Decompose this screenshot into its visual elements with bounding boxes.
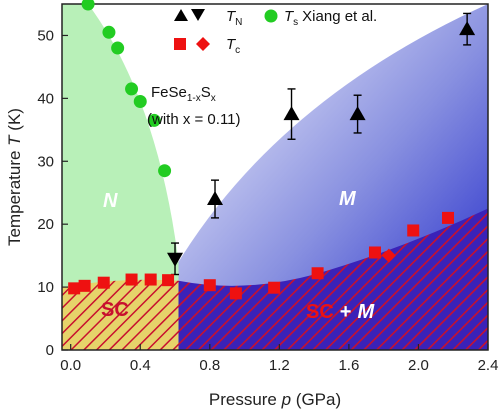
point-t-c-square xyxy=(144,273,157,286)
point-t-c-square xyxy=(229,287,242,300)
legend-tc-diamond-marker xyxy=(196,37,210,51)
point-t-s-xiang-et-al--circle xyxy=(111,41,125,55)
point-t-c-square xyxy=(203,279,216,292)
point-t-c-square xyxy=(268,281,281,294)
y-axis-title: Temperature T (K) xyxy=(5,108,24,246)
point-t-c-square xyxy=(311,267,324,280)
point-t-c-square xyxy=(125,273,138,286)
point-t-n-triangle-up xyxy=(207,191,224,206)
point-t-n-triangle-up xyxy=(283,106,300,121)
point-t-s-xiang-et-al--circle xyxy=(147,113,161,127)
x-tick-label: 1.6 xyxy=(338,357,359,374)
region-sc-m-label: SC + M xyxy=(306,301,375,323)
n-phase-region xyxy=(62,4,179,350)
point-t-c-square xyxy=(407,224,420,237)
point-t-s-xiang-et-al--circle xyxy=(81,0,95,11)
point-t-c-square xyxy=(162,274,175,287)
y-tick-label: 40 xyxy=(37,90,54,107)
compound-formula: FeSe1-xSx xyxy=(151,84,216,104)
y-tick-label: 30 xyxy=(37,153,54,170)
legend-ts-marker xyxy=(264,9,278,23)
y-tick-label: 10 xyxy=(37,279,54,296)
region-sc-label: SC xyxy=(101,299,129,321)
x-tick-label: 0.0 xyxy=(60,357,81,374)
y-tick-label: 0 xyxy=(46,342,54,359)
x-tick-label: 2.0 xyxy=(408,357,429,374)
point-t-c-square xyxy=(97,276,110,289)
composition-note: (with x = 0.11) xyxy=(147,111,241,128)
point-t-c-square xyxy=(442,211,455,224)
legend-tn-down-marker xyxy=(191,9,205,21)
point-t-c-square xyxy=(78,279,91,292)
point-t-s-xiang-et-al--circle xyxy=(133,95,147,109)
point-t-s-xiang-et-al--circle xyxy=(102,25,116,39)
point-t-c-square xyxy=(68,282,81,295)
legend-ts-label: Ts Xiang et al. xyxy=(284,8,377,28)
plot-frame xyxy=(61,3,489,351)
legend-tn-label: TN xyxy=(226,8,242,28)
region-m-label: M xyxy=(339,188,357,210)
sc-m-phase-region xyxy=(178,208,488,350)
point-t-s-xiang-et-al--circle xyxy=(125,82,139,96)
x-tick-label: 0.8 xyxy=(199,357,220,374)
sc-phase-region xyxy=(62,279,179,350)
x-tick-label: 2.4 xyxy=(478,357,499,374)
region-n-label: N xyxy=(103,190,118,212)
legend-tc-label: Tc xyxy=(226,36,240,56)
legend-tc-square-marker xyxy=(174,38,186,50)
y-tick-label: 50 xyxy=(37,27,54,44)
point-t-c-diamond xyxy=(381,248,396,263)
point-t-n-triangle-up xyxy=(459,21,476,36)
point-t-s-xiang-et-al--circle xyxy=(158,164,172,178)
point-t-c-square xyxy=(368,246,381,259)
x-tick-label: 0.4 xyxy=(130,357,151,374)
x-axis-title: Pressure p (GPa) xyxy=(209,390,341,409)
legend-tn-up-marker xyxy=(174,9,188,21)
x-tick-label: 1.2 xyxy=(269,357,290,374)
y-tick-label: 20 xyxy=(37,216,54,233)
point-t-n-triangle-up xyxy=(349,106,366,121)
point-t-n-triangle-down xyxy=(167,252,184,267)
legend: TN Ts Xiang et al. Tc xyxy=(174,8,377,56)
